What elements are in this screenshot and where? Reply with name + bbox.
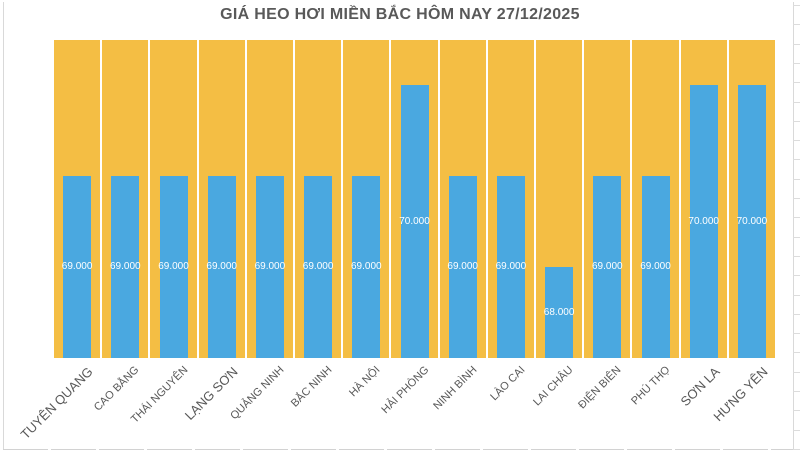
worksheet-row-gridline [793,179,800,180]
worksheet-row-gridline [793,410,800,411]
worksheet-row-gridline [793,295,800,296]
value-label: 69.000 [254,261,286,273]
worksheet-row-gridline [793,275,800,276]
x-axis-label: ĐIỆN BIÊN [576,364,624,412]
value-bar: 69.000 [254,176,286,358]
x-axis-label: HƯNG YÊN [710,364,771,425]
value-label: 69.000 [206,261,237,273]
x-axis-label: SƠN LA [677,364,723,410]
x-axis-label: THÁI NGUYÊN [128,364,190,426]
worksheet-row-gridline [793,24,800,25]
worksheet-row-gridline [793,391,800,392]
plot-area: 69.000 69.000 69.000 69.000 69.000 69.000 69.0… [53,40,776,358]
worksheet-row-gridline [793,333,800,334]
chart-title: GIÁ HEO HƠI MIỀN BẮC HÔM NAY 27/12/2025 [220,6,580,23]
value-label: 69.000 [447,261,478,273]
value-bar: 70.000 [736,85,768,358]
worksheet-row-gridline [793,217,800,218]
x-axis-label: PHÚ THỌ [628,364,672,408]
x-axis-label: BẮC NINH [288,364,335,410]
worksheet-border-bottom [3,449,800,450]
value-label: 70.000 [736,215,768,227]
value-bar: 69.000 [158,176,189,358]
value-label: 69.000 [592,261,623,273]
value-bar: 69.000 [110,176,141,358]
worksheet-row-gridline [793,449,800,450]
x-axis-label: NINH BÌNH [430,364,480,413]
value-bar: 69.000 [495,176,527,358]
x-axis-label: LAI CHÂU [531,364,576,409]
value-bar: 69.000 [302,176,334,358]
value-bar: 69.000 [592,176,623,358]
value-label: 68.000 [543,306,575,318]
value-label: 69.000 [302,261,334,273]
value-bar: 70.000 [688,85,719,358]
worksheet-row-gridline [793,430,800,431]
worksheet-row-gridline [793,372,800,373]
worksheet-row-gridline [793,237,800,238]
value-bar: 69.000 [640,176,671,358]
x-axis-label: LÀO CAI [488,364,528,404]
value-label: 69.000 [61,261,93,273]
value-bar: 69.000 [61,176,93,358]
value-bar: 69.000 [206,176,237,358]
value-bar: 69.000 [351,176,382,358]
value-label: 69.000 [158,261,189,273]
value-bar: 70.000 [399,85,430,358]
worksheet-row-gridline [793,140,800,141]
value-bar: 68.000 [543,267,575,358]
value-label: 69.000 [351,261,382,273]
x-axis-label: LẠNG SƠN [181,364,241,423]
worksheet-row-gridline [793,159,800,160]
value-label: 70.000 [399,215,430,227]
worksheet-row-gridline [793,44,800,45]
worksheet-row-gridline [793,198,800,199]
worksheet-border-left [3,2,4,449]
value-label: 69.000 [640,261,671,273]
worksheet-row-gridline [793,82,800,83]
x-axis-label: HẢI PHÒNG [378,364,431,417]
x-axis-label: CAO BẰNG [92,364,142,414]
x-axis-label: HÀ NỘI [347,364,383,400]
value-label: 70.000 [688,215,719,227]
value-bar: 69.000 [447,176,478,358]
worksheet-row-gridline [793,5,800,6]
x-axis-label: QUẢNG NINH [228,364,287,423]
worksheet-border-right [793,2,794,449]
value-label: 69.000 [495,261,527,273]
worksheet-row-gridline [793,352,800,353]
value-label: 69.000 [110,261,141,273]
worksheet-row-gridline [793,102,800,103]
worksheet-row-gridline [793,63,800,64]
worksheet-row-gridline [793,314,800,315]
worksheet-row-gridline [793,121,800,122]
worksheet-row-gridline [793,256,800,257]
x-axis-label: TUYÊN QUANG [17,364,96,443]
